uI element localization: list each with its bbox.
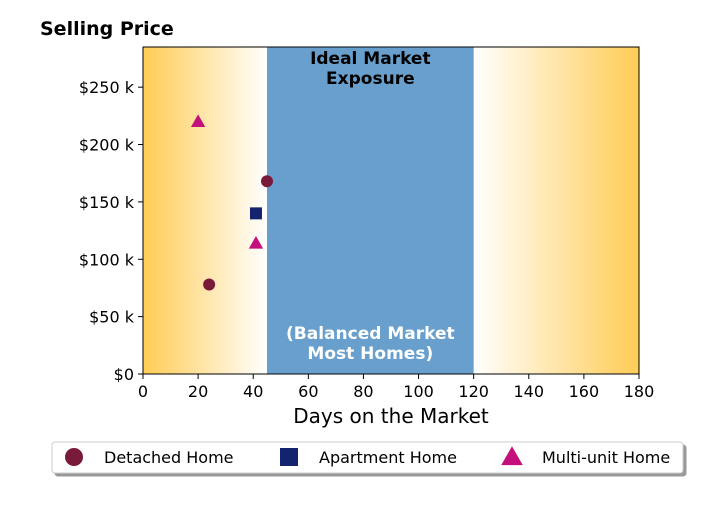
data-point-circle bbox=[203, 278, 216, 291]
data-point-triangle bbox=[248, 236, 264, 249]
x-tick-label: 180 bbox=[624, 382, 655, 401]
data-point-triangle bbox=[190, 114, 206, 127]
right-gradient-region bbox=[473, 47, 639, 374]
y-tick-label: $250 k bbox=[79, 78, 135, 97]
x-tick-label: 140 bbox=[514, 382, 545, 401]
x-tick-label: 80 bbox=[353, 382, 373, 401]
legend-label: Multi-unit Home bbox=[542, 448, 670, 467]
y-tick-label: $50 k bbox=[89, 308, 135, 327]
data-points bbox=[190, 114, 273, 291]
plot-background bbox=[143, 47, 639, 374]
x-tick-label: 100 bbox=[403, 382, 434, 401]
x-tick-label: 20 bbox=[188, 382, 208, 401]
left-gradient-region bbox=[143, 47, 267, 374]
band-top-label-line-1: Ideal Market bbox=[310, 49, 431, 69]
data-point-circle bbox=[261, 175, 273, 188]
y-tick-label: $100 k bbox=[79, 250, 135, 269]
band-top-label-line-2: Exposure bbox=[326, 69, 415, 89]
x-tick-label: 160 bbox=[569, 382, 600, 401]
x-axis: 0 20 40 60 80 100 120 140 160 180 bbox=[138, 374, 654, 401]
chart-title: Selling Price bbox=[40, 18, 174, 40]
band-bottom-label-line-2: Most Homes) bbox=[307, 344, 433, 364]
legend-marker-triangle bbox=[501, 446, 523, 466]
legend-label: Apartment Home bbox=[319, 448, 457, 467]
legend-marker-circle bbox=[65, 448, 83, 466]
legend: Detached Home Apartment Home Multi-unit Ho… bbox=[51, 441, 684, 474]
y-tick-label: $150 k bbox=[79, 193, 135, 212]
plot-frame bbox=[142, 46, 640, 375]
x-tick-label: 40 bbox=[243, 382, 263, 401]
x-tick-label: 0 bbox=[138, 382, 148, 401]
data-point-square bbox=[249, 207, 262, 220]
x-tick-label: 120 bbox=[458, 382, 489, 401]
y-axis: $0 $50 k $100 k $150 k $200 k $250 k bbox=[79, 78, 143, 384]
legend-box bbox=[51, 441, 684, 474]
y-tick-label: $0 bbox=[114, 365, 134, 384]
legend-marker-square bbox=[280, 448, 298, 466]
x-axis-label: Days on the Market bbox=[293, 404, 489, 428]
ideal-market-band bbox=[267, 47, 474, 374]
x-tick-label: 60 bbox=[298, 382, 318, 401]
legend-label: Detached Home bbox=[104, 448, 234, 467]
band-bottom-label-line-1: (Balanced Market bbox=[286, 324, 455, 344]
y-tick-label: $200 k bbox=[79, 136, 135, 155]
